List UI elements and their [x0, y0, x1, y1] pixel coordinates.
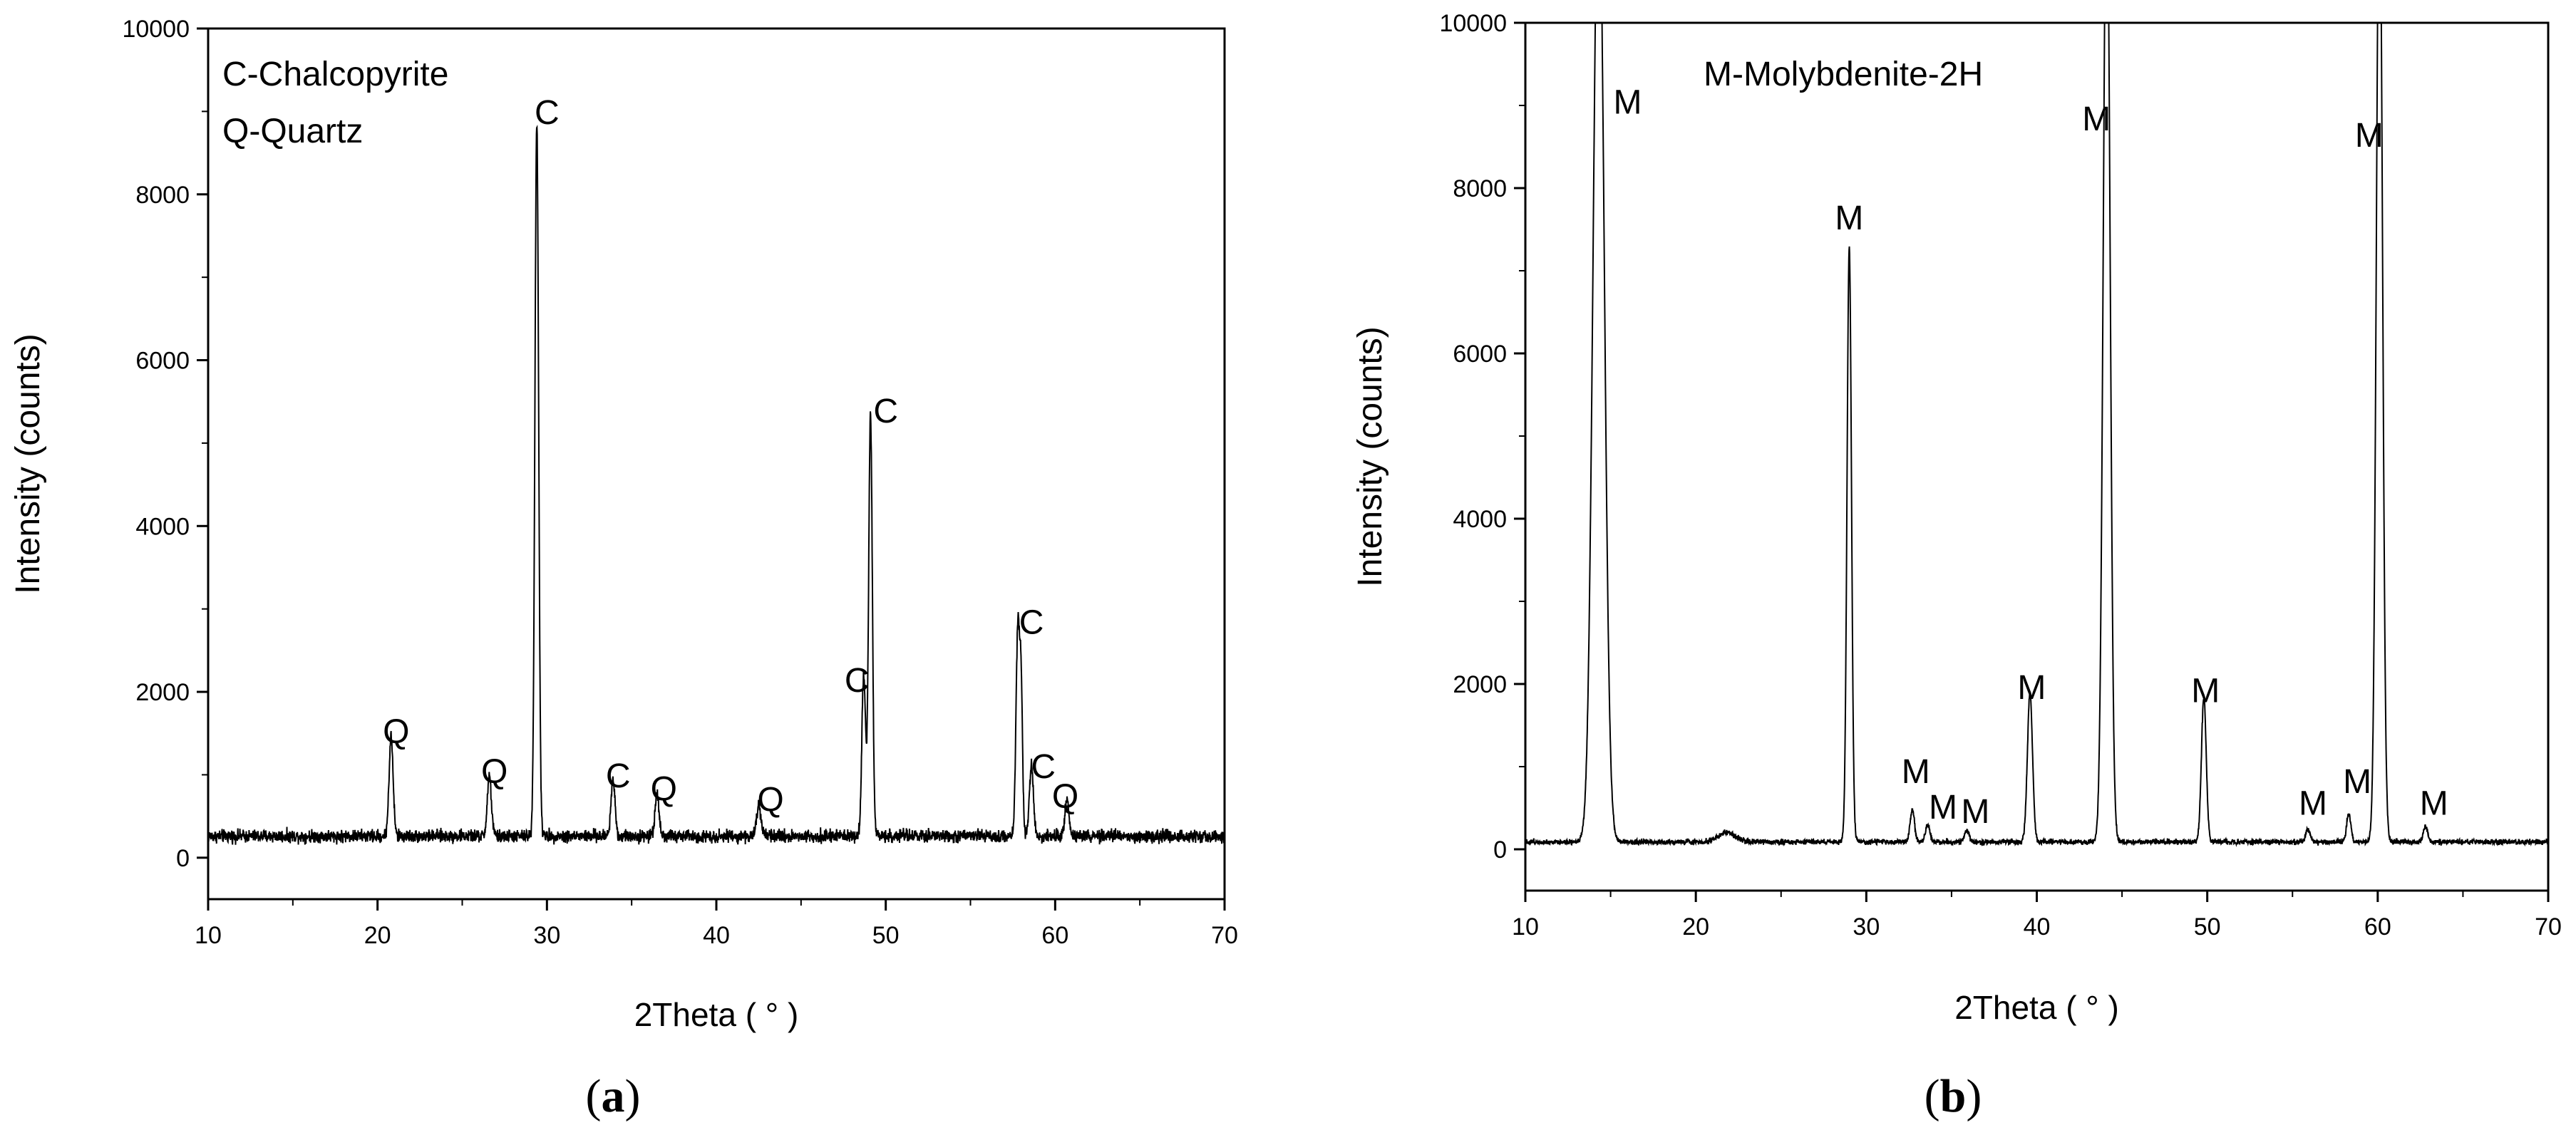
peak-label: C — [845, 662, 870, 700]
x-axis-title: 2Theta ( ° ) — [1954, 989, 2119, 1026]
x-tick-label: 30 — [1853, 913, 1880, 940]
peak-label: C — [535, 94, 560, 132]
x-tick-label: 50 — [2194, 913, 2221, 940]
plot-frame — [207, 27, 1226, 901]
peak-label: M — [1902, 753, 1930, 791]
x-tick-label: 10 — [1512, 913, 1539, 940]
legend-text: M-Molybdenite-2H — [1704, 56, 1983, 93]
peak-label: M — [2082, 100, 2111, 138]
peak-label: M — [1614, 84, 1642, 122]
y-tick-label: 6000 — [135, 348, 190, 375]
y-tick-label: 2000 — [1453, 671, 1507, 698]
series-line-b — [1525, 23, 2548, 847]
x-tick-label: 70 — [2535, 913, 2562, 940]
peak-label: Q — [757, 782, 783, 819]
x-axis-title: 2Theta ( ° ) — [634, 996, 799, 1033]
peak-label: Q — [481, 753, 508, 791]
legend-text: Q-Quartz — [222, 113, 363, 150]
x-tick-label: 20 — [364, 922, 391, 949]
peak-label: M — [2191, 673, 2220, 710]
legend-text: C-Chalcopyrite — [222, 56, 448, 93]
y-tick-label: 8000 — [135, 182, 190, 209]
peak-label: C — [1019, 604, 1044, 642]
y-tick-label: 10000 — [1439, 10, 1507, 37]
x-tick-label: 40 — [2024, 913, 2051, 940]
x-tick-label: 50 — [872, 922, 900, 949]
chart-panel-b: 10 20 30 40 50 60 70 0 2000 4000 6000 8000 10000 2The… — [1351, 10, 2562, 1122]
chart-panel-a: 10 20 30 40 50 60 70 0 2000 4000 6000 8000 10000 2The… — [9, 16, 1238, 1122]
y-tick-label: 4000 — [135, 513, 190, 540]
peak-label: Q — [651, 771, 677, 809]
x-tick-label: 20 — [1682, 913, 1709, 940]
panel-label: (a) — [586, 1070, 641, 1122]
y-tick-label: 6000 — [1453, 341, 1507, 368]
x-tick-label: 60 — [2364, 913, 2391, 940]
peak-label: Q — [383, 713, 409, 751]
y-tick-label: 10000 — [122, 16, 190, 43]
y-tick-label: 4000 — [1453, 506, 1507, 533]
x-tick-label: 40 — [703, 922, 730, 949]
series-line-a — [208, 125, 1225, 846]
peak-label: C — [1031, 748, 1056, 786]
x-tick-label: 10 — [195, 922, 222, 949]
peak-label: M — [1835, 199, 1863, 237]
x-tick-label: 60 — [1041, 922, 1068, 949]
peak-label: C — [873, 393, 898, 430]
y-axis-title: Intensity (counts) — [9, 333, 47, 594]
y-tick-label: 0 — [176, 845, 190, 872]
peak-label: M — [1961, 793, 1989, 831]
y-tick-label: 8000 — [1453, 175, 1507, 202]
peak-label: M — [2017, 669, 2046, 707]
peak-label: Q — [1052, 778, 1078, 816]
x-tick-label: 30 — [533, 922, 560, 949]
peak-label: M — [2355, 117, 2384, 155]
peak-label: C — [606, 757, 631, 795]
peak-label: M — [2420, 784, 2448, 822]
x-tick-label: 70 — [1211, 922, 1238, 949]
y-tick-label: 2000 — [135, 679, 190, 706]
peak-label: M — [2343, 763, 2371, 801]
plot-frame — [1524, 21, 2550, 892]
peak-label: M — [1929, 789, 1957, 826]
y-axis-title: Intensity (counts) — [1351, 326, 1389, 586]
panel-label: (b) — [1925, 1070, 1982, 1122]
peak-label: M — [2299, 784, 2327, 822]
y-tick-label: 0 — [1493, 836, 1507, 864]
